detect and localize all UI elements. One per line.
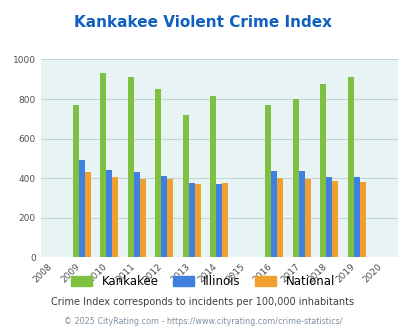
Bar [353,177,359,257]
Bar [139,179,145,257]
Bar [210,96,216,257]
Bar [100,73,106,257]
Bar [292,99,298,257]
Bar [72,105,79,257]
Bar [319,84,325,257]
Bar [194,184,200,257]
Legend: Kankakee, Illinois, National: Kankakee, Illinois, National [67,272,338,292]
Text: © 2025 CityRating.com - https://www.cityrating.com/crime-statistics/: © 2025 CityRating.com - https://www.city… [64,317,341,326]
Bar [331,181,337,257]
Text: Kankakee Violent Crime Index: Kankakee Violent Crime Index [74,15,331,30]
Bar [161,176,167,257]
Bar [359,182,365,257]
Bar [277,178,283,257]
Bar [325,177,331,257]
Bar [155,89,161,257]
Bar [222,183,228,257]
Bar [85,172,91,257]
Bar [112,177,118,257]
Bar [133,172,139,257]
Bar [216,184,222,257]
Bar [182,115,188,257]
Bar [167,179,173,257]
Bar [271,171,277,257]
Bar [79,160,85,257]
Bar [188,183,194,257]
Bar [298,171,304,257]
Bar [128,77,133,257]
Text: Crime Index corresponds to incidents per 100,000 inhabitants: Crime Index corresponds to incidents per… [51,297,354,307]
Bar [304,179,310,257]
Bar [264,105,271,257]
Bar [347,77,353,257]
Bar [106,170,112,257]
